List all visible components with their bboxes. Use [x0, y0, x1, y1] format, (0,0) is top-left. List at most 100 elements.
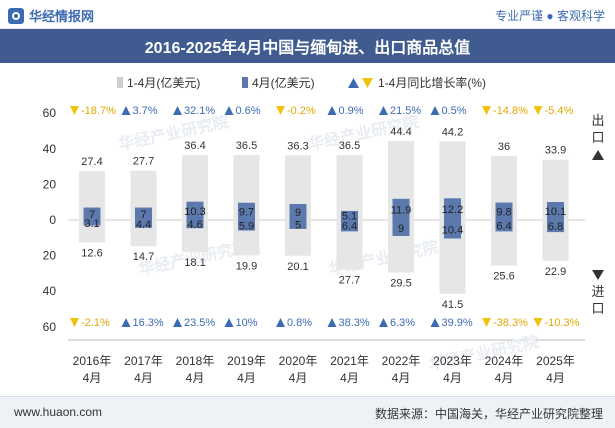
x-tick-label: 4月 [495, 371, 514, 385]
import-april-bar [341, 220, 358, 232]
y-tick-label: 0 [49, 213, 56, 227]
import-growth-label: -2.1% [81, 317, 110, 329]
import-april-label: 6.4 [342, 221, 357, 233]
export-growth-down-icon [533, 106, 543, 115]
export-cumulative-label: 27.4 [81, 156, 102, 168]
export-growth-down-icon [276, 106, 285, 115]
y-tick-label: 40 [43, 142, 57, 156]
title-band: 2016-2025年4月中国与缅甸进、出口商品总值 [0, 29, 615, 63]
watermark: 华经产业研究院 [117, 112, 231, 154]
import-april-bar [186, 220, 204, 229]
export-growth-down-icon [482, 106, 491, 115]
x-tick-label: 4月 [340, 371, 359, 385]
import-april-label: 9 [398, 223, 404, 235]
side-label-import-char: 进 [591, 284, 604, 299]
export-growth-label: 0.6% [236, 105, 261, 117]
export-april-label: 7 [89, 209, 95, 221]
export-april-label: 7 [140, 209, 146, 221]
import-cumulative-label: 27.7 [339, 274, 360, 286]
x-tick-label: 2022年 [382, 354, 421, 368]
import-growth-label: -10.3% [545, 317, 580, 329]
import-cumulative-label: 22.9 [545, 266, 566, 278]
export-growth-label: -5.4% [545, 105, 574, 117]
export-growth-label: -18.7% [81, 105, 116, 117]
export-cumulative-label: 36.5 [339, 140, 360, 152]
import-growth-label: 0.8% [287, 317, 312, 329]
export-cumulative-label: 36.3 [287, 140, 308, 152]
import-growth-up-icon [224, 318, 234, 327]
import-april-bar [83, 220, 101, 226]
import-april-label: 4.4 [136, 219, 151, 231]
y-tick-label: 60 [43, 106, 57, 120]
export-cumulative-label: 36.5 [236, 140, 257, 152]
import-april-bar [135, 220, 152, 228]
import-april-label: 10.4 [442, 224, 463, 236]
export-growth-label: -0.2% [287, 105, 316, 117]
logo-text: 华经情报网 [29, 9, 95, 24]
import-cumulative-label: 41.5 [442, 299, 463, 311]
import-cumulative-label: 29.5 [390, 278, 411, 290]
export-growth-up-icon [173, 106, 182, 115]
y-tick-label: 40 [43, 284, 57, 298]
x-tick-label: 4月 [289, 371, 308, 385]
import-growth-down-icon [533, 318, 543, 327]
legend-down-triangle-icon [362, 78, 373, 88]
legend-swatch-cumulative [117, 77, 123, 88]
export-cumulative-label: 27.7 [133, 156, 154, 168]
import-growth-up-icon [379, 318, 388, 327]
export-growth-label: 21.5% [390, 105, 421, 117]
import-growth-up-icon [327, 318, 337, 327]
export-growth-label: 0.9% [339, 105, 364, 117]
export-april-label: 9 [295, 207, 301, 219]
import-april-bar [289, 220, 307, 229]
export-growth-up-icon [430, 106, 440, 115]
import-cumulative-bar [79, 220, 105, 243]
export-growth-down-icon [70, 106, 79, 115]
export-april-bar [341, 210, 358, 220]
export-growth-up-icon [379, 106, 388, 115]
x-tick-label: 4月 [443, 371, 462, 385]
export-up-arrow-icon [592, 150, 604, 160]
x-tick-label: 2019年 [227, 354, 266, 368]
legend-label-april: 4月(亿美元) [252, 75, 315, 90]
x-tick-label: 2021年 [330, 354, 369, 368]
side-label-import-char: 口 [591, 301, 604, 316]
import-growth-label: 38.3% [339, 317, 370, 329]
export-growth-label: -14.8% [493, 105, 528, 117]
import-april-label: 6.8 [548, 221, 563, 233]
import-growth-up-icon [430, 318, 440, 327]
export-cumulative-bar [336, 155, 363, 220]
import-growth-down-icon [482, 318, 491, 327]
y-tick-label: 20 [43, 177, 57, 191]
top-bar: 华经情报网 专业严谨 ● 客观科学 [0, 0, 615, 29]
export-cumulative-label: 36.4 [184, 140, 205, 152]
import-cumulative-label: 20.1 [287, 261, 308, 273]
y-tick-label: 20 [43, 249, 57, 263]
import-growth-label: 39.9% [442, 317, 473, 329]
footer-url: www.huaon.com [14, 405, 103, 419]
export-april-label: 10.1 [545, 206, 566, 218]
y-tick-label: 60 [43, 320, 57, 334]
import-april-label: 6.4 [496, 221, 511, 233]
import-growth-up-icon [121, 318, 131, 327]
export-april-bar [444, 198, 461, 220]
x-tick-label: 2025年 [536, 354, 575, 368]
export-april-label: 12.2 [442, 204, 463, 216]
export-cumulative-label: 44.4 [390, 126, 411, 138]
export-april-label: 9.8 [496, 206, 511, 218]
chart-canvas: 1-4月(亿美元) 4月(亿美元) 1-4月同比增长率(%) 60 40 20 0 20 40 6… [43, 75, 605, 385]
import-cumulative-label: 14.7 [133, 251, 154, 263]
x-tick-label: 2016年 [73, 354, 112, 368]
export-cumulative-label: 33.9 [545, 145, 566, 157]
import-cumulative-label: 12.6 [81, 247, 102, 259]
export-growth-up-icon [121, 106, 131, 115]
import-april-bar [495, 220, 513, 232]
import-cumulative-label: 19.9 [236, 260, 257, 272]
legend-up-triangle-icon [348, 78, 359, 88]
import-growth-label: 23.5% [184, 317, 215, 329]
x-tick-label: 4月 [392, 371, 411, 385]
import-growth-up-icon [173, 318, 182, 327]
import-april-bar [444, 220, 461, 239]
side-label-export-char: 口 [591, 130, 604, 145]
export-cumulative-label: 44.2 [442, 126, 463, 138]
